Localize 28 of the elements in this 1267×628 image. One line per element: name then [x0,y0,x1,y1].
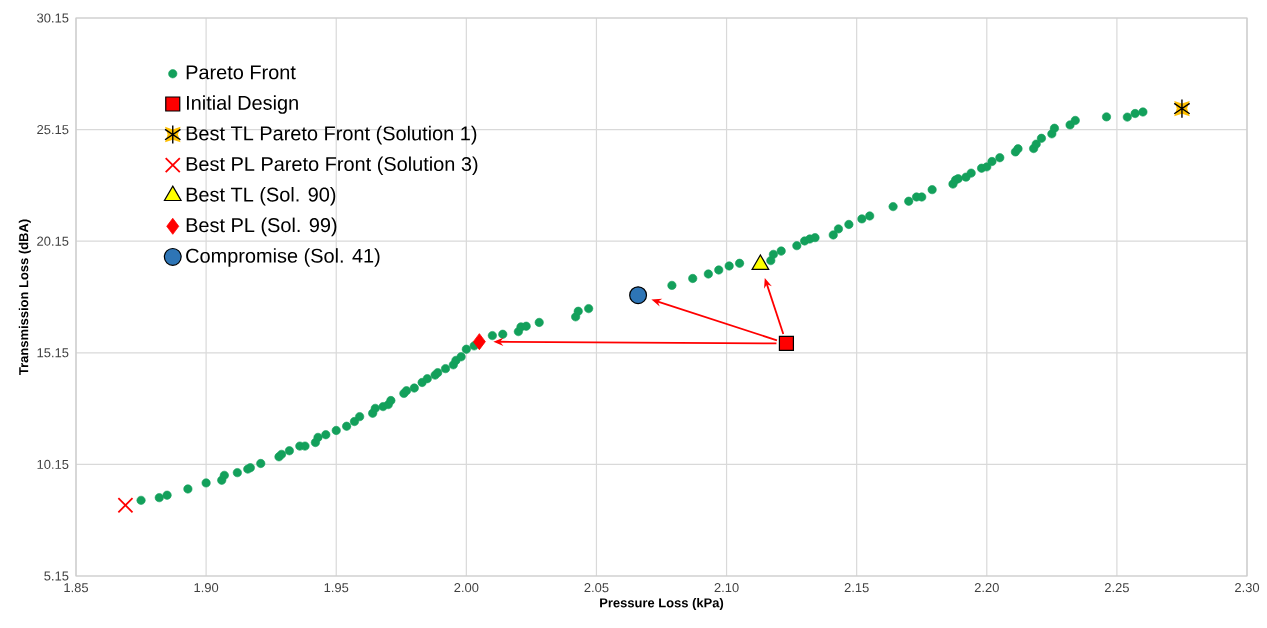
y-tick-label: 30.15 [37,13,69,23]
y-tick-label: 20.15 [37,236,69,246]
x-tick-label: 1.95 [324,583,349,593]
point [629,286,648,305]
x-tick-label: 1.85 [64,583,89,593]
x-tick-label: 2.05 [584,583,609,593]
legend-label: Initial Design [186,95,298,114]
x-tick-label: 2.00 [454,583,479,593]
legend-label: Pareto Front [186,65,296,80]
legend-label: Best TL Pareto Front (Solution 1) [186,125,477,145]
x-axis-title: Pressure Loss (kPa) [600,597,724,610]
point [778,335,795,352]
x-tick-label: 2.10 [714,583,739,593]
legend-label: Best PL (Sol. 99) [186,217,337,237]
x-tick-label: 2.30 [1235,583,1260,593]
x-tick-label: 2.20 [974,583,999,593]
y-tick-label: 5.15 [44,571,69,581]
x-tick-label: 1.90 [194,583,219,593]
y-tick-label: 25.15 [37,125,69,135]
point [117,497,134,514]
y-tick-label: 10.15 [37,459,69,469]
x-tick-label: 2.25 [1104,583,1129,593]
x-tick-label: 2.15 [844,583,869,593]
y-axis-title: Transmission Loss (dBA) [18,219,31,375]
y-tick-label: 15.15 [37,348,69,358]
legend-label: Best PL Pareto Front (Solution 3) [186,156,478,175]
legend-label: Best TL (Sol. 90) [186,187,336,206]
legend-label: Compromise (Sol. 41) [186,248,380,267]
